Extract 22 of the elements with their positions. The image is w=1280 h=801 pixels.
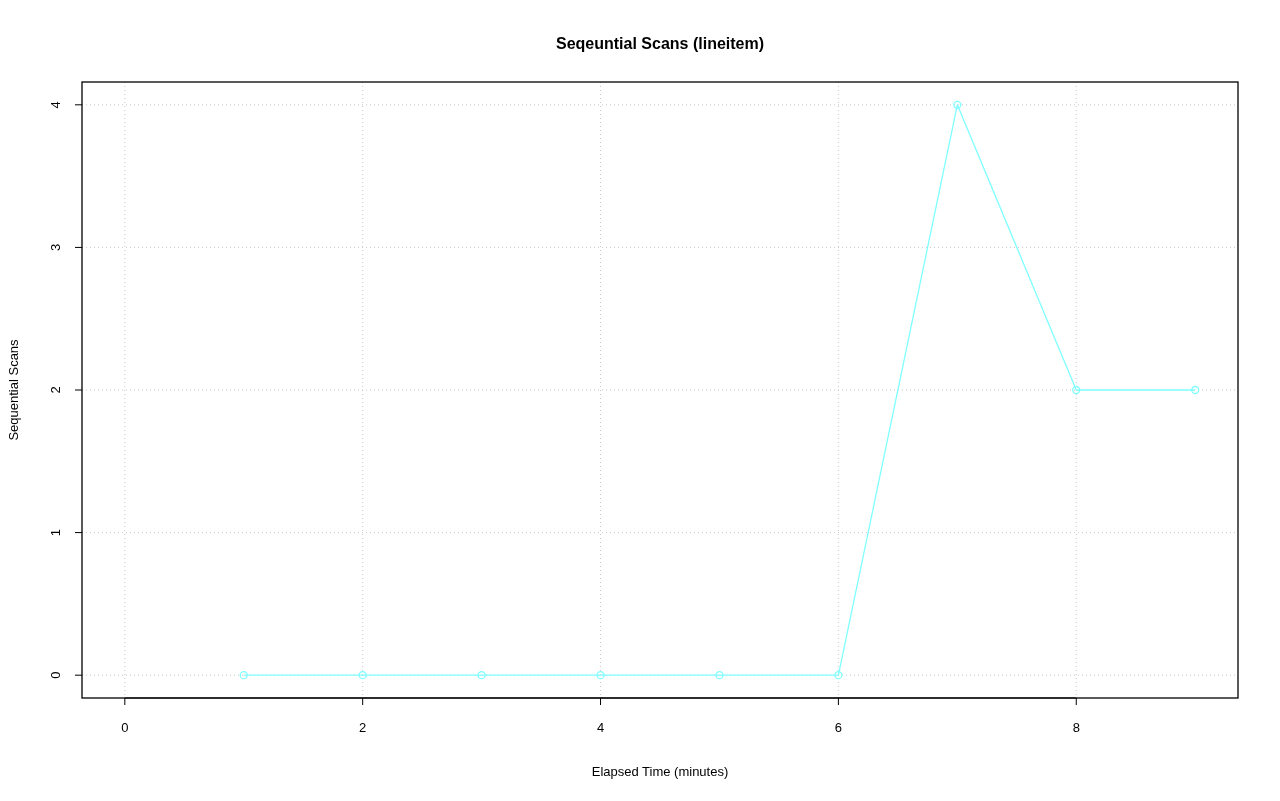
y-tick-label: 3 xyxy=(48,243,63,252)
point xyxy=(715,671,724,680)
point xyxy=(477,671,486,680)
x-tick-label: 4 xyxy=(596,720,605,735)
x-tick-label: 8 xyxy=(1072,720,1080,735)
x-tick-label: 6 xyxy=(834,720,843,735)
point xyxy=(1072,385,1081,395)
point xyxy=(834,671,843,680)
point xyxy=(358,671,367,680)
chart-title: Seqeuntial Scans (lineitem) xyxy=(555,35,765,52)
y-tick-label: 2 xyxy=(48,386,63,394)
x-tick-label: 0 xyxy=(121,720,129,735)
y-tick-label: 4 xyxy=(48,101,63,109)
x-tick-label: 2 xyxy=(359,720,367,735)
y-axis-title: Sequential Scans xyxy=(6,338,21,441)
point xyxy=(239,671,248,680)
y-tick-label: 1 xyxy=(48,528,63,537)
y-tick-label: 0 xyxy=(48,671,63,679)
x-axis-title: Elapsed Time (minutes) xyxy=(591,764,729,779)
point xyxy=(1191,385,1200,395)
point xyxy=(953,100,962,109)
point xyxy=(596,671,605,680)
